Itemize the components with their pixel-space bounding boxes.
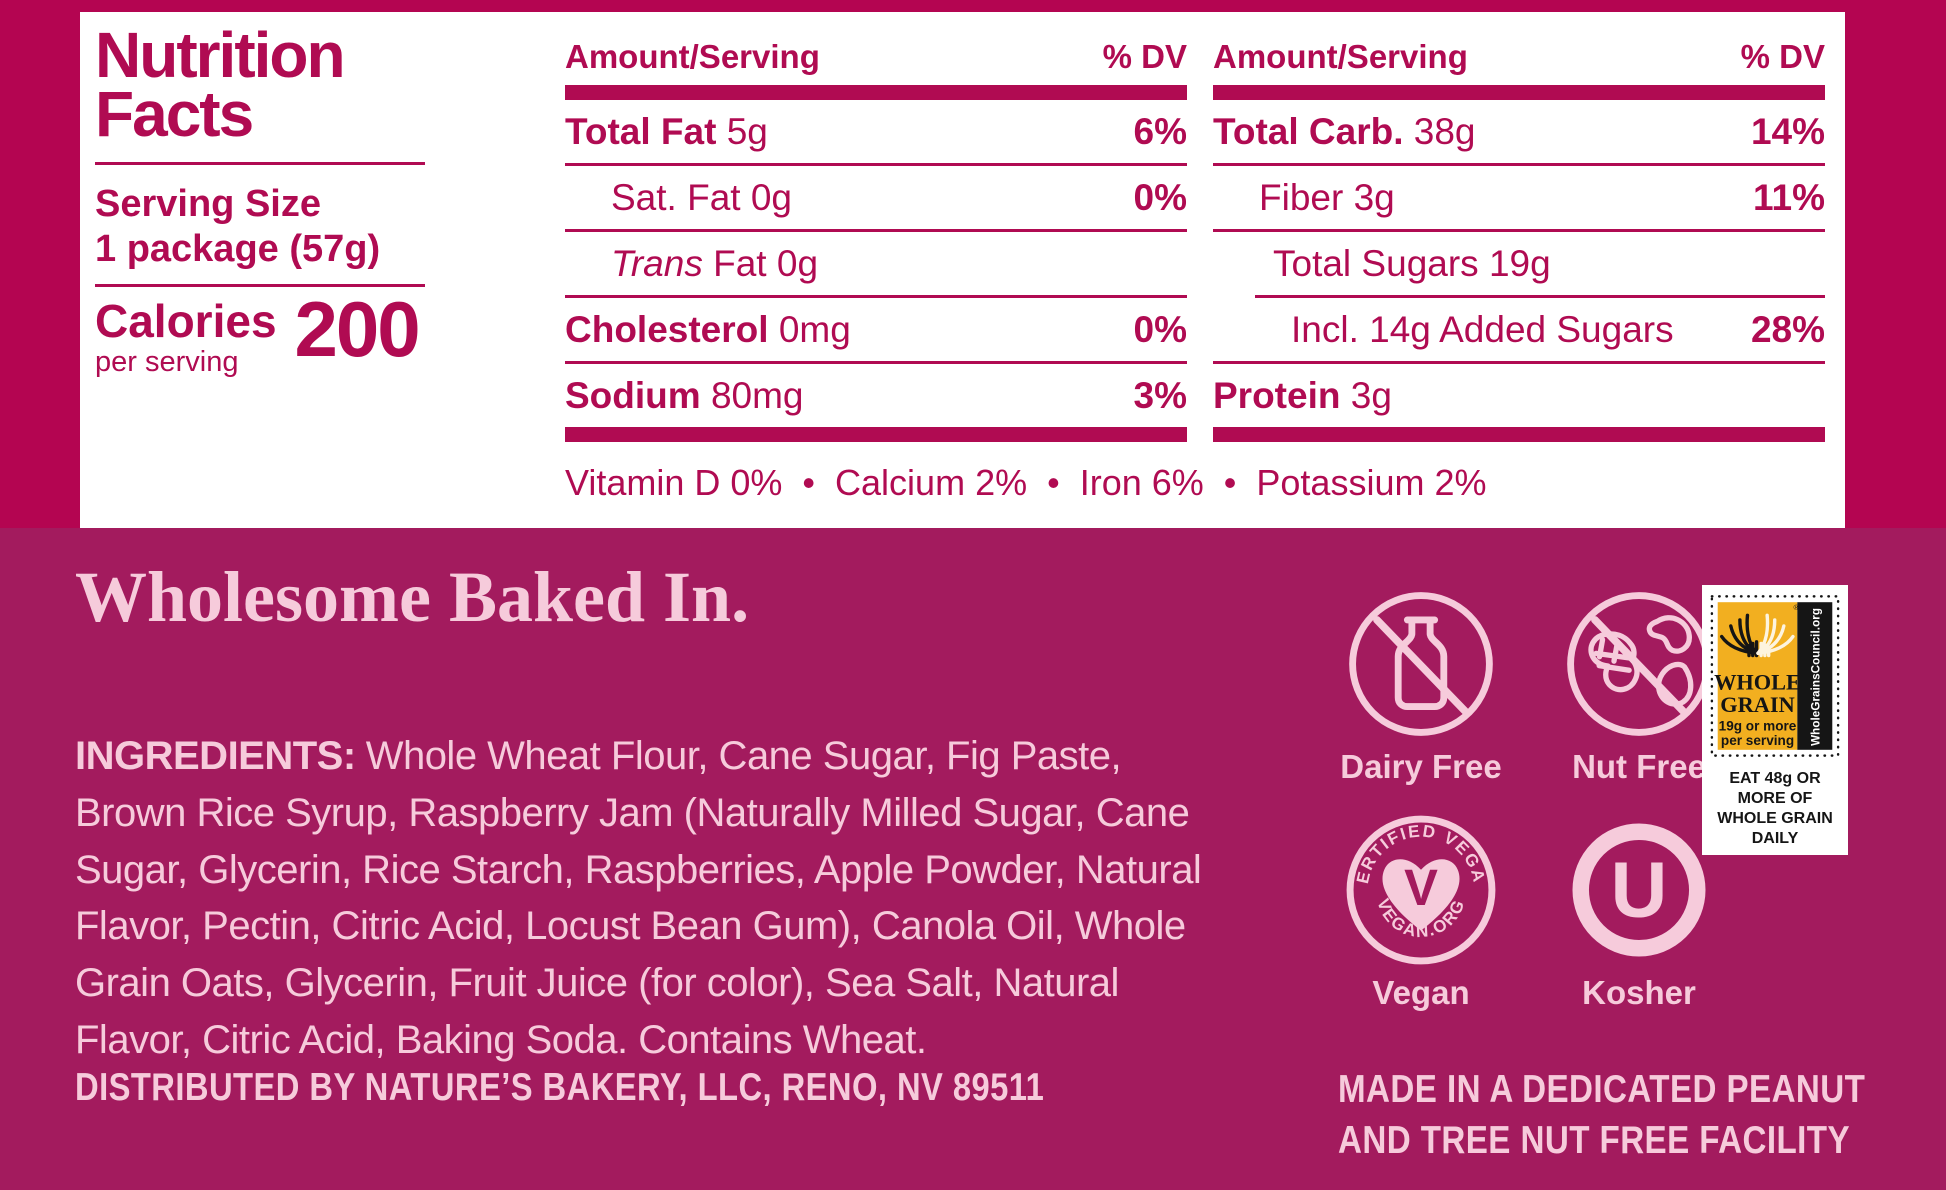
facility-line2: AND TREE NUT FREE FACILITY — [1338, 1119, 1850, 1163]
whole-grain-stamp: WholeGrainsCouncil.org ® — [1702, 585, 1848, 855]
divider — [565, 295, 1187, 298]
nutrient-dv: 11% — [1752, 176, 1825, 218]
ingredients-text: Whole Wheat Flour, Cane Sugar, Fig Paste… — [75, 734, 1202, 1062]
percent-dv-header: % DV — [1102, 38, 1187, 75]
nutrient-dv: 0% — [1133, 308, 1187, 350]
nutrition-facts-panel: Nutrition Facts Serving Size 1 package (5… — [80, 12, 1845, 528]
svg-text:WholeGrainsCouncil.org: WholeGrainsCouncil.org — [1809, 608, 1822, 746]
badge-label: Nut Free — [1572, 748, 1706, 785]
thick-bar — [1213, 427, 1825, 442]
nutrition-frame: Nutrition Facts Serving Size 1 package (5… — [0, 0, 1946, 528]
divider — [565, 229, 1187, 232]
divider — [95, 284, 425, 287]
nutrient-dv: 6% — [1133, 110, 1187, 152]
badge-dairy-free: Dairy Free — [1318, 588, 1524, 786]
divider — [1213, 163, 1825, 166]
badge-nut-free: Nut Free — [1536, 588, 1742, 786]
svg-text:19g or more: 19g or more — [1719, 718, 1797, 733]
thick-bar — [1213, 85, 1825, 100]
divider — [1213, 229, 1825, 232]
svg-text:WHOLE: WHOLE — [1714, 670, 1801, 695]
stamp-footer-line1: EAT 48g OR MORE OF — [1729, 770, 1821, 807]
svg-text:GRAIN: GRAIN — [1720, 692, 1794, 717]
nut-free-icon — [1567, 592, 1711, 736]
badge-label: Dairy Free — [1340, 748, 1502, 785]
nutrient-row-added-sugars: Incl. 14g Added Sugars 28% — [1291, 308, 1825, 350]
nutrient-dv: 0% — [1133, 176, 1187, 218]
nutrient-row-total-sugars: Total Sugars 19g — [1273, 242, 1551, 284]
nutrient-dv: 28% — [1750, 308, 1825, 350]
serving-size-value: 1 package (57g) — [95, 227, 381, 270]
nutrient-row-fiber: Fiber 3g 11% — [1259, 176, 1825, 218]
calories-value: 200 — [294, 285, 421, 373]
svg-text:V: V — [1404, 859, 1438, 916]
calories-label: Calories — [95, 295, 277, 347]
badge-label: Vegan — [1372, 974, 1470, 1011]
nutrient-row-total-carb: Total Carb. 38g 14% — [1213, 110, 1825, 152]
calories-row: Calories per serving 200 — [95, 285, 421, 378]
distributor-line: DISTRIBUTED BY NATURE’S BAKERY, LLC, REN… — [75, 1066, 1045, 1109]
nutrient-dv: 3% — [1133, 374, 1187, 416]
badge-vegan: CERTIFIED VEGAN VEGAN.ORG V Vegan — [1318, 814, 1524, 1012]
nutrient-column-left: Amount/Serving % DV Total Fat 5g 6% Sat.… — [565, 38, 1187, 442]
certification-badges: Dairy Free Nut Free — [1318, 588, 1742, 1012]
panel-title-line1: Nutrition — [95, 19, 346, 91]
kosher-ou-icon: U — [1572, 823, 1706, 957]
nutrient-dv: 14% — [1750, 110, 1825, 152]
micronutrients-line: Vitamin D 0% • Calcium 2% • Iron 6% • Po… — [565, 462, 1487, 503]
ingredients-label: INGREDIENTS: — [75, 734, 356, 778]
divider — [1255, 295, 1825, 298]
divider — [565, 163, 1187, 166]
amount-serving-header: Amount/Serving — [1213, 38, 1468, 75]
thick-bar — [565, 427, 1187, 442]
panel-title: Nutrition Facts — [95, 23, 346, 146]
calories-sublabel: per serving — [95, 346, 239, 378]
nutrient-row-protein: Protein 3g — [1213, 374, 1392, 416]
divider — [1213, 361, 1825, 364]
divider — [95, 162, 425, 165]
svg-text:®: ® — [1793, 603, 1799, 612]
facility-note: MADE IN A DEDICATED PEANUT AND TREE NUT … — [1338, 1064, 1865, 1167]
serving-size-label: Serving Size — [95, 183, 321, 225]
divider — [565, 361, 1187, 364]
stamp-footer-line2: WHOLE GRAIN DAILY — [1717, 810, 1833, 847]
headline: Wholesome Baked In. — [75, 557, 750, 637]
certified-vegan-icon: CERTIFIED VEGAN VEGAN.ORG V — [1345, 814, 1496, 965]
nutrient-row-sat-fat: Sat. Fat 0g 0% — [611, 176, 1187, 218]
badge-label: Kosher — [1582, 974, 1696, 1011]
nutrient-row-cholesterol: Cholesterol 0mg 0% — [565, 308, 1187, 350]
nutrient-row-trans-fat: Trans Fat 0g — [611, 242, 819, 284]
percent-dv-header: % DV — [1740, 38, 1825, 75]
svg-text:U: U — [1611, 846, 1668, 934]
whole-grain-stamp-icon: WholeGrainsCouncil.org ® — [1710, 595, 1840, 757]
amount-serving-header: Amount/Serving — [565, 38, 820, 75]
facility-line1: MADE IN A DEDICATED PEANUT — [1338, 1068, 1866, 1111]
stamp-footer: EAT 48g OR MORE OF WHOLE GRAIN DAILY — [1708, 769, 1842, 849]
dairy-free-icon — [1349, 592, 1493, 736]
thick-bar — [565, 85, 1187, 100]
svg-text:per serving: per serving — [1721, 733, 1794, 748]
badge-kosher: U Kosher — [1536, 814, 1742, 1012]
nutrient-column-right: Amount/Serving % DV Total Carb. 38g 14% … — [1213, 38, 1825, 442]
wheat-sheaf-icon — [1720, 613, 1795, 658]
ingredients: INGREDIENTS: Whole Wheat Flour, Cane Suga… — [75, 728, 1225, 1069]
nutrient-row-sodium: Sodium 80mg 3% — [565, 374, 1187, 416]
nutrient-row-total-fat: Total Fat 5g 6% — [565, 110, 1187, 152]
panel-title-line2: Facts — [95, 77, 254, 150]
serving-size: Serving Size 1 package (57g) — [95, 182, 380, 272]
